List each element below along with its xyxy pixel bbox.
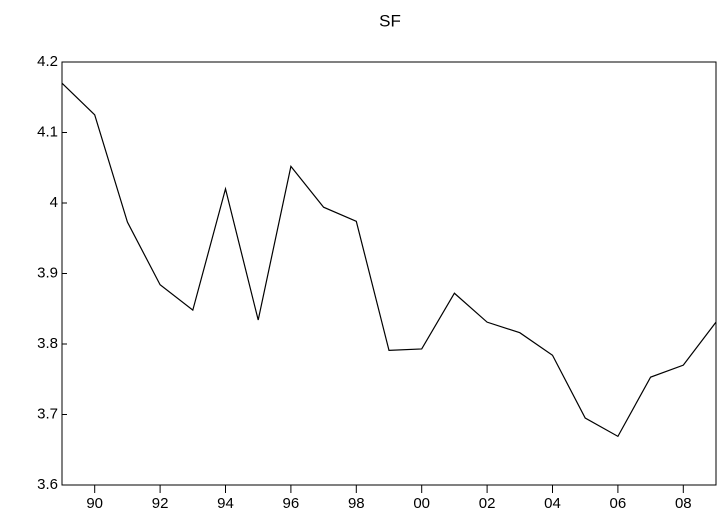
x-tick-label: 06	[610, 495, 627, 512]
x-tick-label: 02	[479, 495, 496, 512]
y-tick-label: 3.6	[37, 476, 58, 493]
x-tick-label: 04	[544, 495, 561, 512]
x-tick-label: 98	[348, 495, 365, 512]
y-tick-label: 3.9	[37, 264, 58, 281]
plot-frame	[61, 61, 717, 486]
x-tick-label: 08	[675, 495, 692, 512]
x-tick-label: 96	[283, 495, 300, 512]
data-line	[61, 82, 717, 438]
chart-title: SF	[379, 11, 401, 30]
y-tick-label: 3.8	[37, 335, 58, 352]
x-tick-label: 90	[86, 495, 103, 512]
y-tick-label: 3.7	[37, 405, 58, 422]
y-tick-label: 4.1	[37, 123, 58, 140]
y-tick-label: 4.2	[37, 53, 58, 70]
x-tick-label: 94	[217, 495, 234, 512]
y-tick-label: 4	[50, 194, 58, 211]
x-tick-label: 92	[152, 495, 169, 512]
x-tick-label: 00	[413, 495, 430, 512]
